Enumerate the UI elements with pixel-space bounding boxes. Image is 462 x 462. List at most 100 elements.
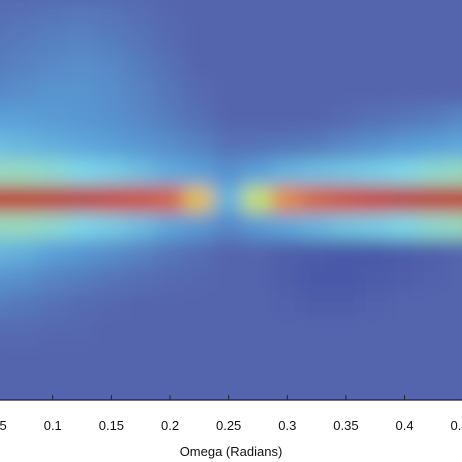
heatmap-cell [212,159,245,188]
heatmap-cell [212,52,245,81]
heatmap-cell [388,292,421,321]
heatmap-cell [242,265,274,295]
heatmap-cell [418,345,450,375]
heatmap-cell [418,265,450,295]
heatmap-cell [212,185,245,215]
heatmap-cell [0,132,10,161]
heatmap-cell [271,105,303,135]
heatmap-cell [125,52,157,81]
x-tick-label: 0.45 [451,418,462,433]
heatmap-cell [242,239,274,268]
heatmap-cell [300,212,333,241]
x-tick-label: 0.4 [396,418,414,433]
heatmap-cell [95,0,128,28]
heatmap-cell [271,25,303,55]
heatmap-cell [154,319,186,348]
heatmap-cell [330,345,362,375]
heatmap-cell [0,292,10,321]
heatmap-cell [37,239,69,268]
heatmap-cell [183,292,215,321]
heatmap-cell [154,132,186,161]
heatmap-cell [212,132,245,161]
heatmap-cell [66,132,98,161]
heatmap-cell [0,25,10,55]
heatmap-cell [447,265,462,295]
heatmap-cell [154,79,186,108]
heatmap-cell [271,52,303,81]
heatmap-cell [300,265,333,295]
heatmap-cell [66,345,98,375]
heatmap-cell [0,265,10,295]
heatmap-cell [330,185,362,215]
heatmap-cell [447,319,462,348]
x-tick-label: 0.25 [216,418,241,433]
heatmap-cell [359,132,391,161]
heatmap-cell [95,292,128,321]
heatmap-cell [242,79,274,108]
heatmap-cell [418,292,450,321]
heatmap-cell [183,185,215,215]
heatmap-cell [212,79,245,108]
heatmap-cell [388,319,421,348]
heatmap-cell [37,132,69,161]
heatmap-cell [300,372,333,400]
heatmap-cell [0,52,10,81]
heatmap-cell [447,159,462,188]
heatmap-cell [7,319,40,348]
heatmap-cell [330,0,362,28]
heatmap-cell [447,292,462,321]
heatmap-cell [125,239,157,268]
heatmap-cell [212,319,245,348]
heatmap-cell [271,319,303,348]
heatmap-cell [330,212,362,241]
heatmap-cell [95,265,128,295]
x-tick-label: 0.1 [44,418,62,433]
heatmap-cell [447,345,462,375]
heatmap-cell [37,292,69,321]
heatmap-cell [212,292,245,321]
heatmap-cell [0,239,10,268]
heatmap-cell [212,212,245,241]
heatmap-cell [300,185,333,215]
heatmap-cell [212,105,245,135]
heatmap-cell [212,239,245,268]
heatmap-cell [95,239,128,268]
heatmap-cell [388,79,421,108]
heatmap-cell [271,79,303,108]
heatmap-cell [95,185,128,215]
heatmap-cell [359,239,391,268]
heatmap-cell [300,105,333,135]
heatmap-cell [66,185,98,215]
heatmap-cell [447,105,462,135]
heatmap-cell [154,25,186,55]
heatmap-cell [95,212,128,241]
heatmap-cell [154,239,186,268]
heatmap-cell [7,132,40,161]
heatmap-cell [418,239,450,268]
heatmap-cell [7,159,40,188]
heatmap-cell [359,52,391,81]
heatmap-cell [95,319,128,348]
heatmap-cell [271,132,303,161]
heatmap-cell [7,52,40,81]
heatmap-cell [388,25,421,55]
heatmap-cell [388,159,421,188]
heatmap-cell [300,319,333,348]
heatmap-cell [271,159,303,188]
heatmap-cell [300,52,333,81]
heatmap-cell [300,159,333,188]
heatmap-cell [7,372,40,400]
heatmap-cell [95,25,128,55]
heatmap-cell [447,0,462,28]
heatmap-cell [125,159,157,188]
heatmap-cell [359,292,391,321]
heatmap-cell [7,79,40,108]
heatmap-cell [37,319,69,348]
heatmap-cell [125,79,157,108]
x-tick-label: 0.15 [99,418,124,433]
heatmap-cell [271,212,303,241]
heatmap-cell [125,105,157,135]
heatmap-cell [7,185,40,215]
heatmap-cell [154,52,186,81]
heatmap-cell [183,79,215,108]
